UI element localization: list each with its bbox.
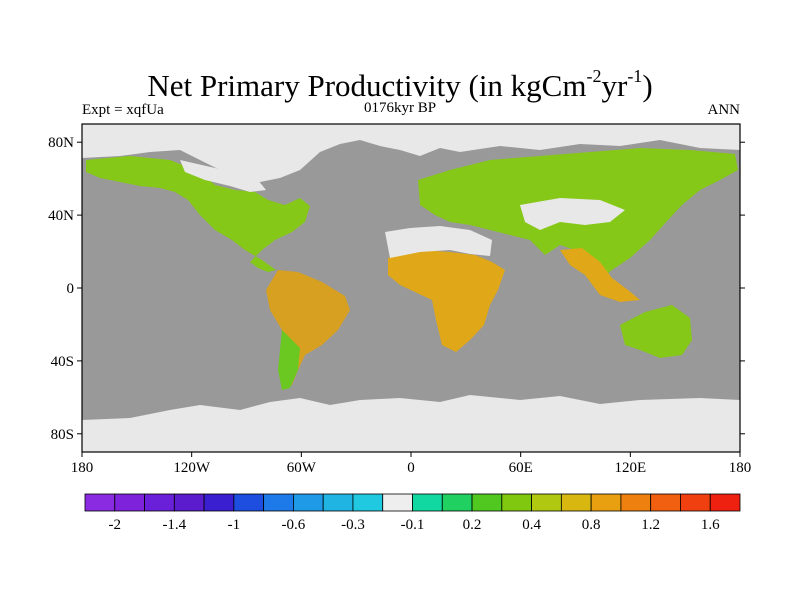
colorbar-swatch <box>680 493 711 512</box>
colorbar-swatch <box>114 493 145 512</box>
colorbar-swatch <box>233 493 265 512</box>
colorbar-label: -0.1 <box>401 517 425 533</box>
x-tick-label: 120W <box>173 460 211 476</box>
colorbar-swatch <box>263 493 294 512</box>
y-tick-label: 80S <box>51 427 74 443</box>
time-label: 0176kyr BP <box>363 100 437 116</box>
colorbar-swatch <box>590 493 622 512</box>
colorbar-label: -0.3 <box>341 517 365 533</box>
colorbar-swatch <box>352 493 384 512</box>
colorbar-swatch <box>203 493 235 512</box>
colorbar-swatch <box>382 493 413 512</box>
colorbar-swatch <box>144 493 175 512</box>
colorbar-label: 0.2 <box>463 517 482 533</box>
x-tick-label: 60W <box>287 460 317 476</box>
colorbar-swatch <box>84 493 116 512</box>
colorbar-swatch <box>322 493 354 512</box>
colorbar-swatch <box>650 493 681 512</box>
x-tick-label: 120E <box>614 460 646 476</box>
colorbar-label: 0.8 <box>582 517 601 533</box>
y-tick-label: 40S <box>51 354 74 370</box>
season-label: ANN <box>707 102 741 118</box>
colorbar-swatch <box>173 493 205 512</box>
australia <box>620 305 692 358</box>
south-america-edge <box>278 330 300 390</box>
y-axis: 80N 40N 0 40S 80S <box>48 135 745 443</box>
x-tick-label: 0 <box>407 460 415 476</box>
colorbar-swatch <box>709 493 741 512</box>
central-asia-desert <box>520 198 625 230</box>
y-tick-label: 80N <box>48 135 74 151</box>
plot-title: Net Primary Productivity (in kgCm-2yr-1) <box>147 66 653 103</box>
colorbar-label: 1.6 <box>701 517 720 533</box>
x-tick-label: 180 <box>71 460 94 476</box>
colorbar-label: 1.2 <box>641 517 660 533</box>
y-tick-label: 0 <box>67 281 75 297</box>
colorbar-swatch <box>531 493 562 512</box>
y-tick-label: 40N <box>48 208 74 224</box>
colorbar-swatch <box>560 493 592 512</box>
map-area <box>82 124 740 452</box>
colorbar-label: -0.6 <box>282 517 306 533</box>
experiment-label: Expt = xqfUa <box>82 102 164 118</box>
colorbar-swatch <box>441 493 473 512</box>
x-axis: 180 120W 60W 0 60E 120E 180 <box>71 452 752 476</box>
north-america-light <box>180 160 266 192</box>
sahara <box>385 226 492 258</box>
colorbar-swatch <box>412 493 443 512</box>
colorbar-label: -2 <box>109 517 122 533</box>
x-tick-label: 180 <box>729 460 752 476</box>
africa <box>388 250 505 352</box>
south-asia <box>560 248 640 302</box>
colorbar-label: -1.4 <box>162 517 186 533</box>
colorbar-label: 0.4 <box>522 517 541 533</box>
colorbar: -2 -1.4 -1 -0.6 -0.3 -0.1 0.2 0.4 0.8 1.2 1.6 <box>84 493 741 533</box>
north-america <box>86 156 310 272</box>
colorbar-label: -1 <box>228 517 241 533</box>
antarctica-ice <box>82 395 740 452</box>
colorbar-swatch <box>471 493 503 512</box>
arctic-ice <box>82 124 740 182</box>
colorbar-swatch <box>501 493 532 512</box>
colorbar-swatch <box>620 493 652 512</box>
colorbar-swatch <box>293 493 324 512</box>
x-tick-label: 60E <box>509 460 533 476</box>
